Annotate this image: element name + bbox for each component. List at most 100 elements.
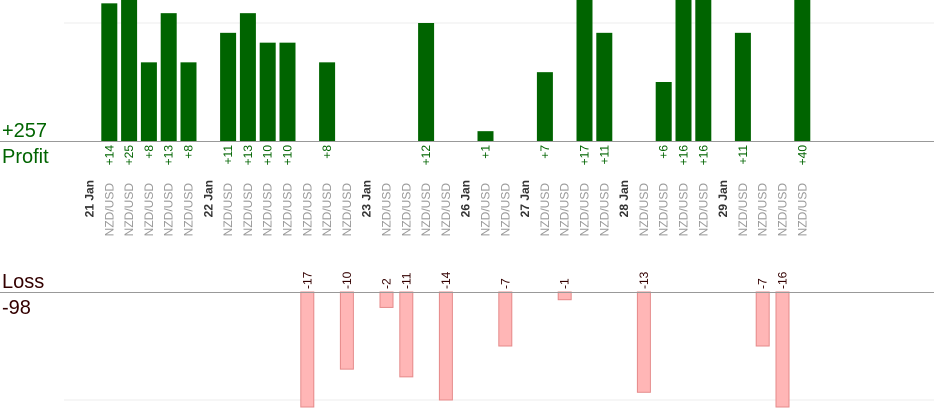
- pair-tick-label: NZD/USD: [241, 183, 255, 237]
- date-label: 26 Jan: [459, 180, 473, 217]
- labels: 21 Jan NZD/USD +14 NZD/USD +25 NZD/USD +8 NZD/U…: [83, 145, 810, 289]
- profit-bar: [180, 62, 197, 142]
- profit-bar: [477, 131, 494, 141]
- profit-bar: [794, 0, 811, 141]
- pair-tick-label: NZD/USD: [597, 183, 611, 237]
- profit-value-label: +12: [419, 145, 433, 166]
- profit-bar: [655, 82, 672, 141]
- date-label: 22 Jan: [201, 180, 215, 217]
- loss-bar: [300, 291, 315, 408]
- pair-tick-label: NZD/USD: [261, 183, 275, 237]
- profit-value-label: +10: [281, 145, 295, 166]
- profit-bar: [576, 0, 593, 141]
- pair-tick-label: NZD/USD: [756, 183, 770, 237]
- profit-bar: [279, 42, 296, 141]
- loss-value-label: -2: [380, 278, 394, 289]
- pair-tick-label: NZD/USD: [479, 183, 493, 237]
- loss-bar: [498, 291, 513, 347]
- profit-value-label: +6: [657, 145, 671, 159]
- pair-tick-label: NZD/USD: [380, 183, 394, 237]
- profit-value-label: +13: [241, 145, 255, 166]
- loss-value-label: -14: [439, 271, 453, 289]
- loss-value-label: -16: [776, 271, 790, 289]
- loss-bar: [775, 291, 790, 408]
- profit-bar: [695, 0, 712, 141]
- axes: [0, 141, 934, 293]
- profit-value-label: +8: [320, 145, 334, 159]
- pair-tick-label: NZD/USD: [142, 183, 156, 237]
- pair-tick-label: NZD/USD: [399, 183, 413, 237]
- profit-title: Profit: [2, 146, 49, 168]
- profit-bar: [220, 32, 237, 142]
- date-label: 28 Jan: [617, 180, 631, 217]
- date-label: 29 Jan: [716, 180, 730, 217]
- loss-title: Loss: [2, 271, 44, 293]
- profit-value-label: +16: [696, 145, 710, 166]
- pair-tick-label: NZD/USD: [300, 183, 314, 237]
- profit-value-label: +8: [142, 145, 156, 159]
- pair-tick-label: NZD/USD: [182, 183, 196, 237]
- loss-bar: [399, 291, 414, 378]
- pair-tick-label: NZD/USD: [221, 183, 235, 237]
- profit-bars: [101, 0, 811, 142]
- loss-bar: [636, 291, 651, 393]
- profit-value-label: +16: [677, 145, 691, 166]
- loss-value-label: -13: [637, 271, 651, 289]
- pair-tick-label: NZD/USD: [637, 183, 651, 237]
- profit-value-label: +11: [221, 145, 235, 165]
- loss-bar: [339, 291, 354, 370]
- pair-tick-label: NZD/USD: [281, 183, 295, 237]
- profit-bar: [734, 32, 751, 142]
- profit-bar: [239, 13, 256, 142]
- pair-tick-label: NZD/USD: [162, 183, 176, 237]
- pair-tick-label: NZD/USD: [439, 183, 453, 237]
- profit-value-label: +11: [597, 145, 611, 165]
- profit-value-label: +8: [182, 145, 196, 159]
- pair-tick-label: NZD/USD: [320, 183, 334, 237]
- pair-tick-label: NZD/USD: [677, 183, 691, 237]
- pair-tick-label: NZD/USD: [776, 183, 790, 237]
- loss-bar: [379, 291, 394, 308]
- pair-tick-label: NZD/USD: [102, 183, 116, 237]
- loss-bars: [300, 291, 790, 408]
- loss-value-label: -1: [558, 278, 572, 289]
- profit-bar: [121, 0, 138, 141]
- profit-value-label: +10: [261, 145, 275, 166]
- profit-bar: [101, 3, 118, 142]
- profit-bar: [675, 0, 692, 141]
- loss-bar: [438, 291, 453, 401]
- loss-value-label: -11: [399, 272, 413, 289]
- pair-tick-label: NZD/USD: [736, 183, 750, 237]
- profit-value-label: +40: [795, 145, 809, 166]
- pair-tick-label: NZD/USD: [419, 183, 433, 237]
- loss-value-label: -10: [340, 271, 354, 289]
- profit-value-label: +17: [578, 145, 592, 166]
- profit-bar: [596, 32, 613, 142]
- pair-tick-label: NZD/USD: [122, 183, 136, 237]
- date-label: 27 Jan: [518, 180, 532, 217]
- date-label: 21 Jan: [83, 180, 97, 217]
- loss-value-label: -17: [300, 271, 314, 289]
- profit-bar: [418, 23, 435, 141]
- profit-bar: [259, 42, 276, 141]
- pair-tick-label: NZD/USD: [578, 183, 592, 237]
- pair-tick-label: NZD/USD: [558, 183, 572, 237]
- profit-value-label: +1: [479, 145, 493, 159]
- loss-value-label: -7: [498, 278, 512, 289]
- loss-total-label: -98: [2, 297, 31, 319]
- pair-tick-label: NZD/USD: [696, 183, 710, 237]
- profit-value-label: +7: [538, 145, 552, 159]
- loss-value-label: -7: [756, 278, 770, 289]
- loss-bar: [557, 291, 572, 301]
- profit-bar: [319, 62, 336, 142]
- pair-tick-label: NZD/USD: [340, 183, 354, 237]
- pair-tick-label: NZD/USD: [795, 183, 809, 237]
- profit-total-label: +257: [2, 120, 47, 142]
- profit-bar: [160, 13, 177, 142]
- pair-tick-label: NZD/USD: [657, 183, 671, 237]
- profit-value-label: +25: [122, 145, 136, 166]
- profit-value-label: +13: [162, 145, 176, 166]
- profit-bar: [140, 62, 157, 142]
- pair-tick-label: NZD/USD: [538, 183, 552, 237]
